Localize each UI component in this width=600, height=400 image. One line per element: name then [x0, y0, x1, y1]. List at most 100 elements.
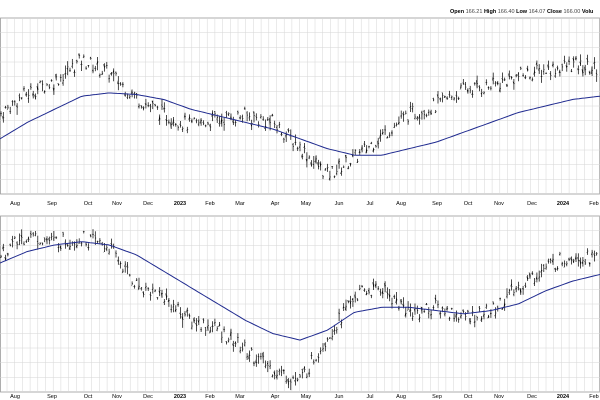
- ohlc-open-tick: [239, 116, 241, 120]
- ohlc-open-tick: [400, 299, 402, 304]
- ohlc-label: High: [484, 9, 497, 15]
- ohlc-open-tick: [567, 258, 570, 261]
- ohlc-open-tick: [144, 286, 147, 289]
- ohlc-open-tick: [407, 119, 409, 121]
- ohlc-open-tick: [232, 342, 234, 346]
- ohlc-open-tick: [386, 291, 388, 294]
- ohlc-open-tick: [565, 65, 568, 69]
- ohlc-open-tick: [114, 252, 117, 254]
- ohlc-open-tick: [41, 80, 43, 82]
- x-tick-label: Apr: [271, 201, 280, 207]
- ohlc-open-tick: [285, 134, 287, 139]
- ohlc-open-tick: [356, 161, 358, 163]
- ohlc-open-tick: [402, 303, 404, 307]
- ohlc-open-tick: [533, 70, 535, 75]
- ohlc-open-tick: [303, 366, 305, 370]
- ohlc-open-tick: [558, 253, 561, 255]
- ohlc-open-tick: [533, 282, 535, 285]
- ohlc-open-tick: [206, 326, 209, 330]
- ohlc-label: Open: [450, 9, 465, 15]
- ohlc-open-tick: [57, 83, 59, 85]
- ohlc-open-tick: [462, 82, 464, 84]
- ohlc-open-tick: [344, 305, 347, 311]
- ohlc-open-tick: [71, 65, 73, 67]
- ohlc-open-tick: [321, 348, 324, 350]
- ohlc-open-tick: [466, 89, 469, 94]
- ohlc-open-tick: [480, 317, 482, 321]
- ohlc-open-tick: [45, 83, 48, 85]
- ohlc-open-tick: [572, 58, 574, 62]
- x-tick-label: Oct: [464, 394, 473, 400]
- ohlc-open-tick: [404, 311, 407, 317]
- ohlc-open-tick: [547, 64, 549, 70]
- x-tick-label: Mar: [235, 201, 245, 207]
- ohlc-open-tick: [216, 118, 218, 120]
- ohlc-open-tick: [9, 111, 11, 113]
- ohlc-open-tick: [340, 171, 342, 175]
- ohlc-open-tick: [68, 245, 71, 250]
- ohlc-open-tick: [588, 262, 591, 266]
- ohlc-open-tick: [103, 251, 105, 253]
- ohlc-open-tick: [535, 61, 538, 65]
- ohlc-open-tick: [397, 121, 400, 125]
- ohlc-open-tick: [96, 61, 98, 65]
- ohlc-open-tick: [179, 312, 181, 315]
- ohlc-open-tick: [252, 111, 255, 115]
- ohlc-label: Close: [547, 9, 562, 15]
- ohlc-open-tick: [137, 105, 140, 108]
- ohlc-open-tick: [473, 320, 476, 323]
- ohlc-open-tick: [347, 167, 349, 170]
- ohlc-open-tick: [158, 115, 160, 122]
- ohlc-open-tick: [503, 302, 505, 308]
- ohlc-open-tick: [119, 262, 121, 265]
- ohlc-open-tick: [423, 311, 425, 313]
- ohlc-open-tick: [241, 346, 243, 348]
- ohlc-open-tick: [547, 260, 549, 262]
- ohlc-open-tick: [133, 285, 135, 288]
- ohlc-open-tick: [282, 369, 285, 373]
- ohlc-value: 166.21: [464, 9, 484, 15]
- ohlc-open-tick: [418, 115, 420, 119]
- ohlc-open-tick: [117, 258, 119, 262]
- ohlc-open-tick: [551, 63, 554, 67]
- ohlc-open-tick: [103, 64, 105, 69]
- ohlc-open-tick: [494, 82, 496, 84]
- ohlc-open-tick: [450, 96, 452, 98]
- ohlc-open-tick: [482, 313, 485, 317]
- ohlc-open-tick: [420, 111, 423, 113]
- ohlc-open-tick: [91, 69, 94, 72]
- ohlc-open-tick: [349, 300, 351, 305]
- ohlc-open-tick: [220, 116, 223, 125]
- ohlc-open-tick: [340, 322, 342, 326]
- ohlc-open-tick: [15, 242, 18, 244]
- x-tick-label: Jun: [335, 394, 344, 400]
- ohlc-open-tick: [202, 121, 204, 123]
- x-tick-label: Aug: [10, 201, 20, 207]
- ohlc-open-tick: [402, 113, 404, 116]
- ohlc-open-tick: [298, 374, 301, 376]
- ohlc-open-tick: [174, 308, 177, 312]
- ohlc-open-tick: [510, 76, 512, 79]
- ohlc-open-tick: [393, 295, 395, 298]
- ohlc-open-tick: [140, 105, 142, 107]
- ohlc-open-tick: [255, 115, 257, 117]
- ohlc-open-tick: [436, 304, 439, 306]
- ohlc-open-tick: [363, 289, 365, 292]
- ohlc-open-tick: [409, 307, 411, 313]
- ohlc-open-tick: [259, 116, 262, 118]
- ohlc-open-tick: [570, 257, 572, 262]
- ohlc-open-tick: [186, 308, 188, 313]
- x-tick-label: Dec: [527, 201, 537, 207]
- ohlc-open-tick: [524, 76, 526, 79]
- ohlc-open-tick: [87, 246, 89, 249]
- ohlc-open-tick: [275, 374, 278, 378]
- ohlc-open-tick: [436, 94, 439, 98]
- ohlc-open-tick: [365, 292, 367, 296]
- ohlc-open-tick: [147, 104, 149, 107]
- ohlc-open-tick: [172, 306, 174, 308]
- ohlc-open-tick: [188, 116, 190, 120]
- ohlc-open-tick: [147, 287, 149, 289]
- ohlc-open-tick: [312, 361, 314, 363]
- ohlc-open-tick: [367, 289, 370, 293]
- chart-panel-1: Aug Sep Oct Nov Dec 2023 Feb Mar Apr May Jun Jul Aug…: [0, 17, 600, 207]
